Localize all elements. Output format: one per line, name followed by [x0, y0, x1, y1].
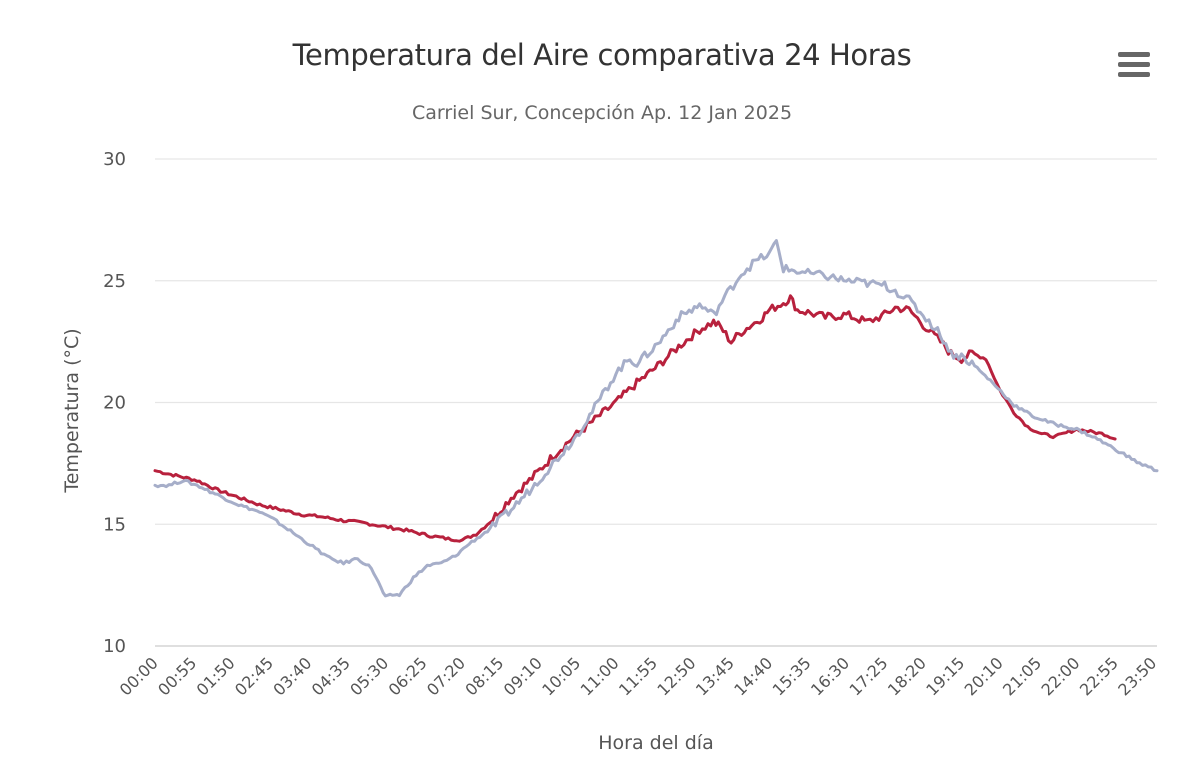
y-axis-title: Temperatura (°C) [61, 328, 83, 493]
menu-bar [1118, 52, 1150, 57]
y-tick-label: 10 [103, 636, 126, 657]
x-tick-label: 22:55 [1076, 653, 1122, 699]
x-tick-label: 18:20 [884, 653, 930, 699]
menu-bar [1118, 62, 1150, 67]
y-tick-label: 25 [103, 271, 126, 292]
y-tick-label: 20 [103, 393, 126, 414]
series-line-2 [153, 239, 1159, 598]
x-tick-label: 10:05 [538, 653, 584, 699]
x-tick-label: 11:00 [577, 653, 623, 699]
x-tick-label: 20:10 [961, 653, 1007, 699]
x-tick-label: 21:05 [999, 653, 1045, 699]
x-tick-label: 00:55 [154, 653, 200, 699]
x-tick-label: 08:15 [461, 653, 507, 699]
x-tick-label: 13:45 [692, 653, 738, 699]
y-tick-label: 15 [103, 514, 126, 535]
grid-lines [155, 158, 1157, 525]
x-tick-label: 01:50 [193, 653, 239, 699]
x-tick-label: 19:15 [922, 653, 968, 699]
x-tick-label: 11:55 [615, 653, 661, 699]
x-tick-label: 23:50 [1114, 653, 1160, 699]
x-tick-label: 12:50 [653, 653, 699, 699]
x-tick-label: 16:30 [807, 653, 853, 699]
x-tick-label: 17:25 [845, 653, 891, 699]
series-lines [153, 239, 1159, 598]
x-tick-label: 04:35 [308, 653, 354, 699]
chart-subtitle: Carriel Sur, Concepción Ap. 12 Jan 2025 [411, 102, 793, 124]
x-axis-title: Hora del día [598, 732, 713, 754]
series-line-1 [153, 294, 1117, 543]
y-tick-label: 30 [103, 149, 126, 170]
y-axis-ticks: 10 15 20 25 30 [103, 149, 126, 657]
x-tick-label: 03:40 [269, 653, 315, 699]
menu-bar [1118, 72, 1150, 77]
x-tick-label: 14:40 [730, 653, 776, 699]
x-tick-label: 15:35 [769, 653, 815, 699]
chart-title: Temperatura del Aire comparativa 24 Hora… [292, 38, 912, 72]
x-tick-label: 05:30 [346, 653, 392, 699]
x-tick-label: 09:10 [500, 653, 546, 699]
x-axis-ticks: 00:0000:5501:5002:4503:4004:3505:3006:25… [116, 653, 1161, 699]
x-tick-label: 07:20 [423, 653, 469, 699]
x-tick-label: 00:00 [116, 653, 162, 699]
x-tick-label: 06:25 [385, 653, 431, 699]
hamburger-menu-icon[interactable] [1114, 50, 1154, 80]
x-tick-label: 22:00 [1037, 653, 1083, 699]
x-tick-label: 02:45 [231, 653, 277, 699]
